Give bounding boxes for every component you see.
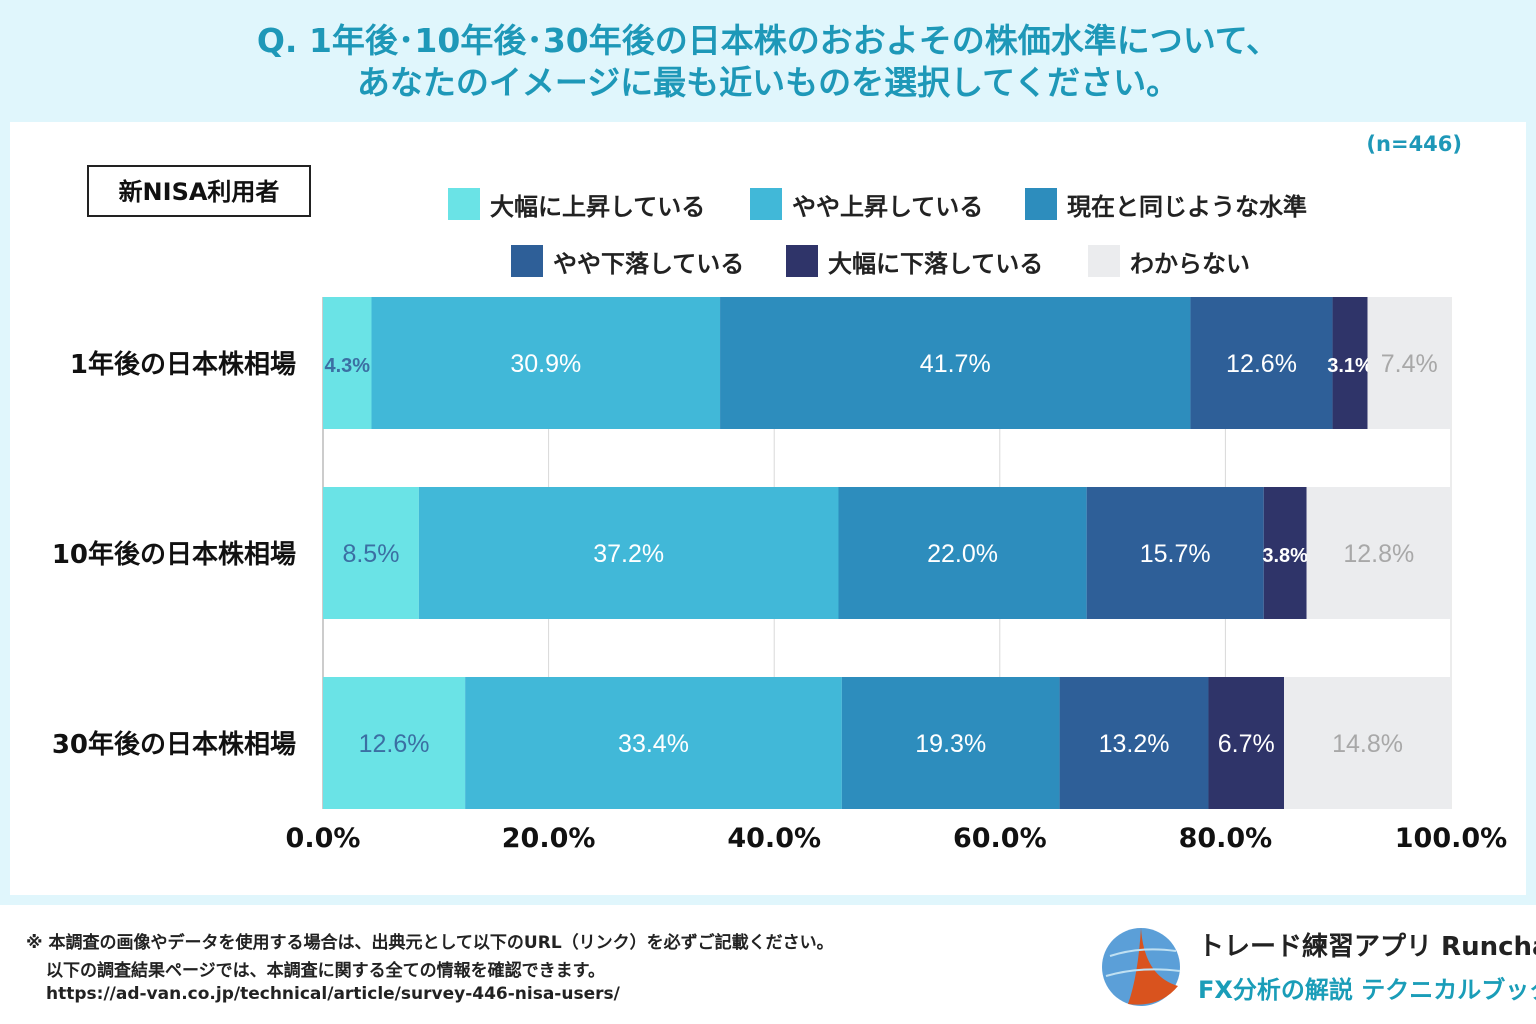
x-tick-label: 40.0% — [727, 823, 821, 854]
legend-label: 大幅に下落している — [828, 250, 1043, 278]
bar-segment — [323, 487, 419, 619]
x-tick-label: 0.0% — [286, 823, 361, 854]
x-tick-label: 60.0% — [953, 823, 1047, 854]
category-label: 1年後の日本株相場 — [70, 349, 296, 380]
data-label: 4.3% — [324, 355, 370, 377]
data-label: 7.4% — [1381, 350, 1438, 378]
bar-segment — [418, 487, 839, 619]
bar-segment — [1190, 297, 1333, 429]
bar-segment — [323, 297, 372, 429]
data-label: 12.6% — [359, 730, 430, 758]
data-label: 19.3% — [915, 730, 986, 758]
legend-swatch — [448, 188, 480, 220]
runcha-logo-icon — [1102, 928, 1181, 1006]
data-label: 14.8% — [1332, 730, 1403, 758]
footer-url[interactable]: https://ad-van.co.jp/technical/article/s… — [46, 984, 620, 1004]
data-label: 41.7% — [920, 350, 991, 378]
x-tick-label: 20.0% — [502, 823, 596, 854]
category-label: 30年後の日本株相場 — [52, 729, 296, 760]
bar-segment — [1284, 677, 1451, 809]
data-label: 12.8% — [1343, 540, 1414, 568]
data-label: 13.2% — [1099, 730, 1170, 758]
bar-segment — [1332, 297, 1368, 429]
bar-segment — [323, 677, 466, 809]
bar-segment — [465, 677, 842, 809]
title-line-2: あなたのイメージに最も近いものを選択してください。 — [356, 63, 1180, 102]
category-label: 10年後の日本株相場 — [52, 539, 296, 570]
legend-label: やや上昇している — [792, 193, 983, 221]
data-label: 30.9% — [510, 350, 581, 378]
bar-segment — [1086, 487, 1264, 619]
footer-note-1: ※ 本調査の画像やデータを使用する場合は、出典元として以下のURL（リンク）を必… — [26, 933, 834, 953]
x-tick-label: 80.0% — [1179, 823, 1273, 854]
data-label: 8.5% — [342, 540, 399, 568]
chart-title: Q. 1年後･10年後･30年後の日本株のおおよその株価水準について、 あなたの… — [0, 20, 1536, 104]
data-label: 15.7% — [1140, 540, 1211, 568]
sample-size: (n=446) — [1366, 132, 1462, 156]
legend-swatch — [786, 245, 818, 277]
footer — [0, 905, 1536, 1024]
legend-label: わからない — [1130, 250, 1250, 278]
bar-segment — [1208, 677, 1285, 809]
bar-segment — [720, 297, 1191, 429]
legend-label: やや下落している — [553, 250, 744, 278]
footer-note-2: 以下の調査結果ページでは、本調査に関する全ての情報を確認できます。 — [46, 961, 605, 981]
bar-segment — [1367, 297, 1451, 429]
bar-segment — [1263, 487, 1307, 619]
data-label: 6.7% — [1218, 730, 1275, 758]
bar-segment — [1306, 487, 1451, 619]
group-label: 新NISA利用者 — [119, 178, 280, 206]
data-label: 22.0% — [927, 540, 998, 568]
data-label: 37.2% — [593, 540, 664, 568]
data-label: 3.1% — [1327, 355, 1373, 377]
brand-name: トレード練習アプリ Runcha — [1198, 932, 1536, 962]
x-tick-label: 100.0% — [1395, 823, 1507, 854]
data-label: 33.4% — [618, 730, 689, 758]
data-label: 3.8% — [1262, 545, 1308, 567]
bar-segment — [1059, 677, 1209, 809]
group-label-box — [87, 165, 311, 217]
legend-swatch — [1025, 188, 1057, 220]
legend-swatch — [1088, 245, 1120, 277]
data-label: 12.6% — [1226, 350, 1297, 378]
bar-segment — [838, 487, 1087, 619]
legend-label: 現在と同じような水準 — [1067, 193, 1307, 221]
legend-swatch — [511, 245, 543, 277]
legend-label: 大幅に上昇している — [490, 193, 705, 221]
bar-segment — [841, 677, 1060, 809]
title-line-1: Q. 1年後･10年後･30年後の日本株のおおよその株価水準について、 — [256, 21, 1280, 60]
bar-segment — [371, 297, 721, 429]
legend-swatch — [750, 188, 782, 220]
brand-tagline[interactable]: FX分析の解説 テクニカルブック — [1198, 976, 1536, 1004]
